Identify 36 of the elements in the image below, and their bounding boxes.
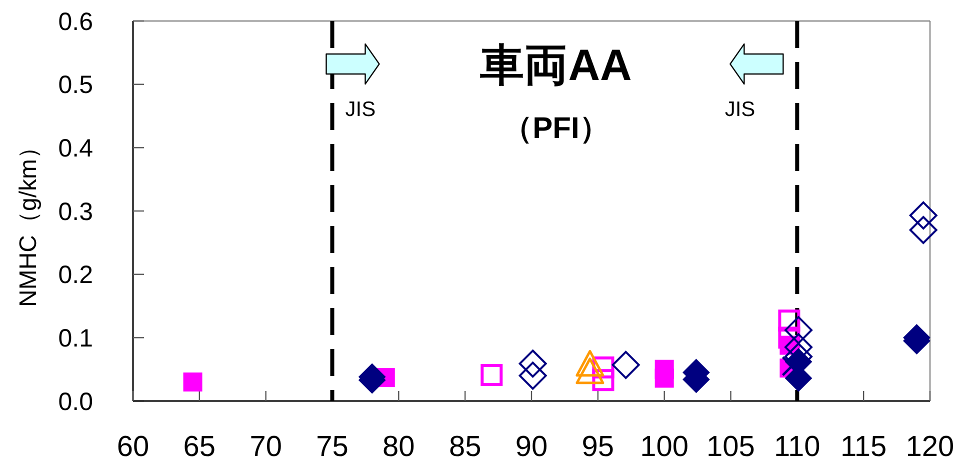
x-tick-label: 85	[448, 431, 482, 461]
y-tick-label: 0.1	[58, 324, 93, 352]
x-tick-label: 75	[316, 431, 348, 461]
point	[784, 316, 812, 344]
y-tick-label: 0.3	[58, 198, 93, 226]
x-tick-label: 100	[640, 431, 689, 461]
x-tick-label: 90	[515, 431, 548, 461]
x-tick-label: 60	[116, 431, 150, 461]
y-axis-title: NMHC（g/km）	[15, 135, 42, 307]
ref-line-label: JIS	[724, 98, 756, 121]
y-tick-label: 0.4	[58, 134, 94, 162]
point	[909, 201, 938, 230]
x-tick-label: 70	[250, 431, 282, 461]
x-tick-label: 95	[582, 431, 614, 461]
y-tick-label: 0.0	[58, 388, 93, 416]
point	[909, 216, 938, 244]
point	[518, 350, 547, 378]
x-tick-label: 110	[774, 431, 820, 461]
x-tick-label: 65	[183, 431, 216, 461]
x-tick-label: 120	[906, 431, 954, 461]
point	[480, 364, 503, 386]
ref-line-label: JIS	[345, 98, 376, 121]
point	[654, 368, 674, 388]
y-tick-label: 0.5	[58, 71, 93, 100]
point	[612, 350, 640, 379]
point	[576, 350, 604, 377]
text: （PFI）	[502, 112, 610, 145]
y-tick-label: 0.2	[58, 261, 93, 290]
text: 車両AA	[479, 41, 632, 90]
point	[518, 362, 547, 390]
point	[576, 358, 604, 384]
x-tick-label: 80	[382, 431, 415, 461]
x-tick-label: 105	[706, 431, 755, 461]
point	[183, 372, 202, 392]
y-tick-label: 0.6	[58, 8, 93, 36]
x-tick-label: 115	[840, 431, 887, 461]
